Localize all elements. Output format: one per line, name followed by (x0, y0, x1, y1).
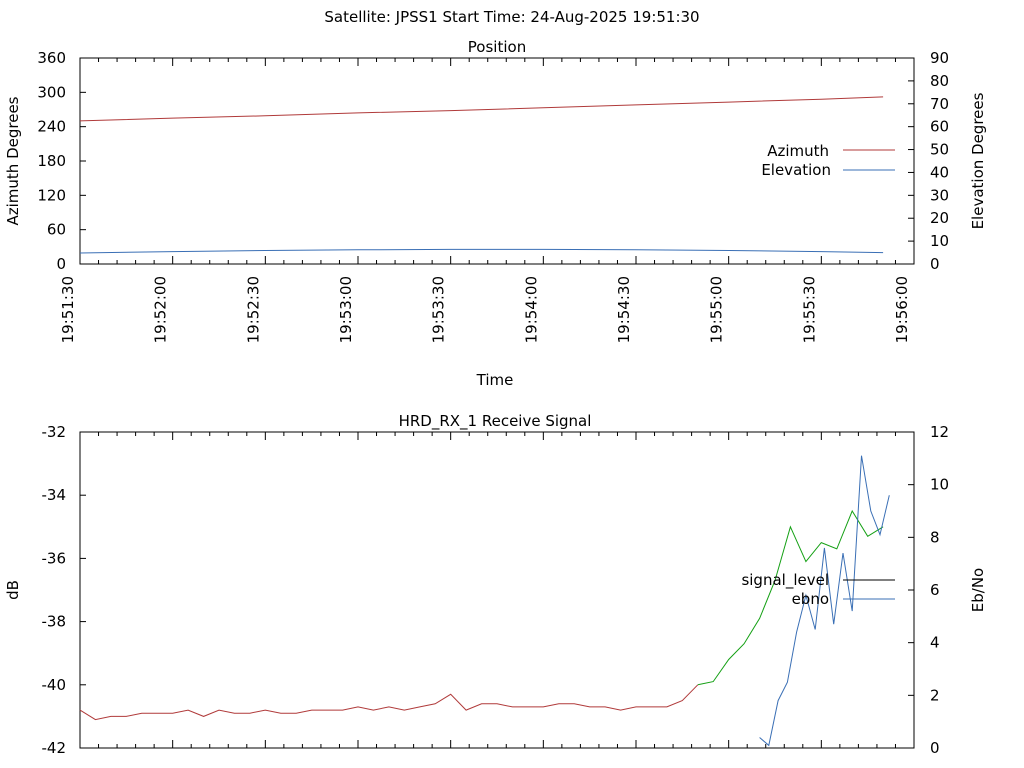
elevation-tick-label: 40 (930, 163, 949, 181)
time-tick-label: 19:52:00 (152, 276, 170, 343)
position-axis-ticks: 0 60 120 180 240 300 360 0 10 20 30 40 50 60 70 80 90 19:… (37, 49, 949, 343)
db-tick-label: -40 (42, 676, 67, 694)
position-chart: Position Azimuth Degrees Elevation Degre… (4, 38, 987, 389)
db-tick-label: -42 (42, 739, 67, 757)
time-tick-label: 19:55:00 (708, 276, 726, 343)
ebno-tick-label: 6 (930, 581, 940, 599)
time-tick-label: 19:51:30 (59, 276, 77, 343)
position-chart-title: Position (468, 38, 526, 56)
time-tick-label: 19:56:00 (893, 276, 911, 343)
azimuth-tick-label: 360 (37, 49, 66, 67)
signal-plot-frame (79, 431, 915, 749)
db-tick-label: -32 (42, 423, 67, 441)
elevation-tick-label: 50 (930, 141, 949, 159)
elevation-tick-label: 30 (930, 186, 949, 204)
legend-label-signal-level: signal_level (741, 571, 829, 590)
azimuth-tick-label: 120 (37, 186, 66, 204)
azimuth-tick-label: 240 (37, 118, 66, 136)
receive-signal-chart: HRD_RX_1 Receive Signal dB Eb/No -32-34-… (4, 412, 987, 757)
db-tick-label: -34 (42, 486, 67, 504)
elevation-tick-label: 90 (930, 49, 949, 67)
elevation-tick-label: 20 (930, 209, 949, 227)
series-line-elevation (79, 248, 884, 254)
position-series (79, 96, 884, 254)
time-tick-label: 19:52:30 (244, 276, 262, 343)
time-tick-label: 19:53:00 (337, 276, 355, 343)
time-tick-label: 19:54:30 (615, 276, 633, 343)
azimuth-tick-label: 60 (47, 221, 66, 239)
ebno-tick-label: 0 (930, 739, 940, 757)
elevation-tick-label: 70 (930, 95, 949, 113)
elevation-tick-label: 0 (930, 255, 940, 273)
azimuth-axis-label: Azimuth Degrees (4, 96, 22, 225)
ebno-tick-label: 10 (930, 476, 949, 494)
db-axis-label: dB (4, 580, 22, 600)
time-tick-label: 19:54:00 (522, 276, 540, 343)
signal-axis-ticks: -32 -34 -36 -38 -40 -42 0 2 4 6 8 10 12 (42, 423, 950, 757)
signal-series (79, 455, 890, 747)
ebno-tick-label: 8 (930, 528, 940, 546)
ebno-tick-label: 4 (930, 634, 940, 652)
ebno-tick-label: 2 (930, 686, 940, 704)
time-axis-label: Time (476, 371, 514, 389)
report-title: Satellite: JPSS1 Start Time: 24-Aug-2025… (324, 8, 699, 26)
elevation-tick-label: 10 (930, 232, 949, 250)
time-tick-label: 19:55:30 (800, 276, 818, 343)
series-line-azimuth (79, 96, 884, 122)
series-line-signal-level-low (79, 684, 699, 721)
db-tick-label: -36 (42, 549, 67, 567)
db-tick-label: -38 (42, 613, 67, 631)
time-tick-label: 19:53:30 (430, 276, 448, 343)
ebno-tick-label: 12 (930, 423, 949, 441)
position-legend: Azimuth Elevation (761, 142, 895, 179)
series-line-signal-level-high (697, 509, 884, 686)
ebno-axis-label: Eb/No (969, 568, 987, 612)
legend-label-azimuth: Azimuth (767, 142, 829, 160)
elevation-axis-label: Elevation Degrees (969, 92, 987, 229)
legend-label-ebno: ebno (792, 590, 829, 608)
series-line-ebno (759, 455, 890, 747)
signal-legend: signal_level ebno (741, 571, 895, 608)
legend-label-elevation: Elevation (761, 161, 831, 179)
elevation-tick-label: 60 (930, 118, 949, 136)
azimuth-tick-label: 300 (37, 83, 66, 101)
azimuth-tick-label: 180 (37, 152, 66, 170)
azimuth-tick-label: 0 (56, 255, 66, 273)
elevation-tick-label: 80 (930, 72, 949, 90)
signal-chart-title: HRD_RX_1 Receive Signal (399, 412, 592, 431)
